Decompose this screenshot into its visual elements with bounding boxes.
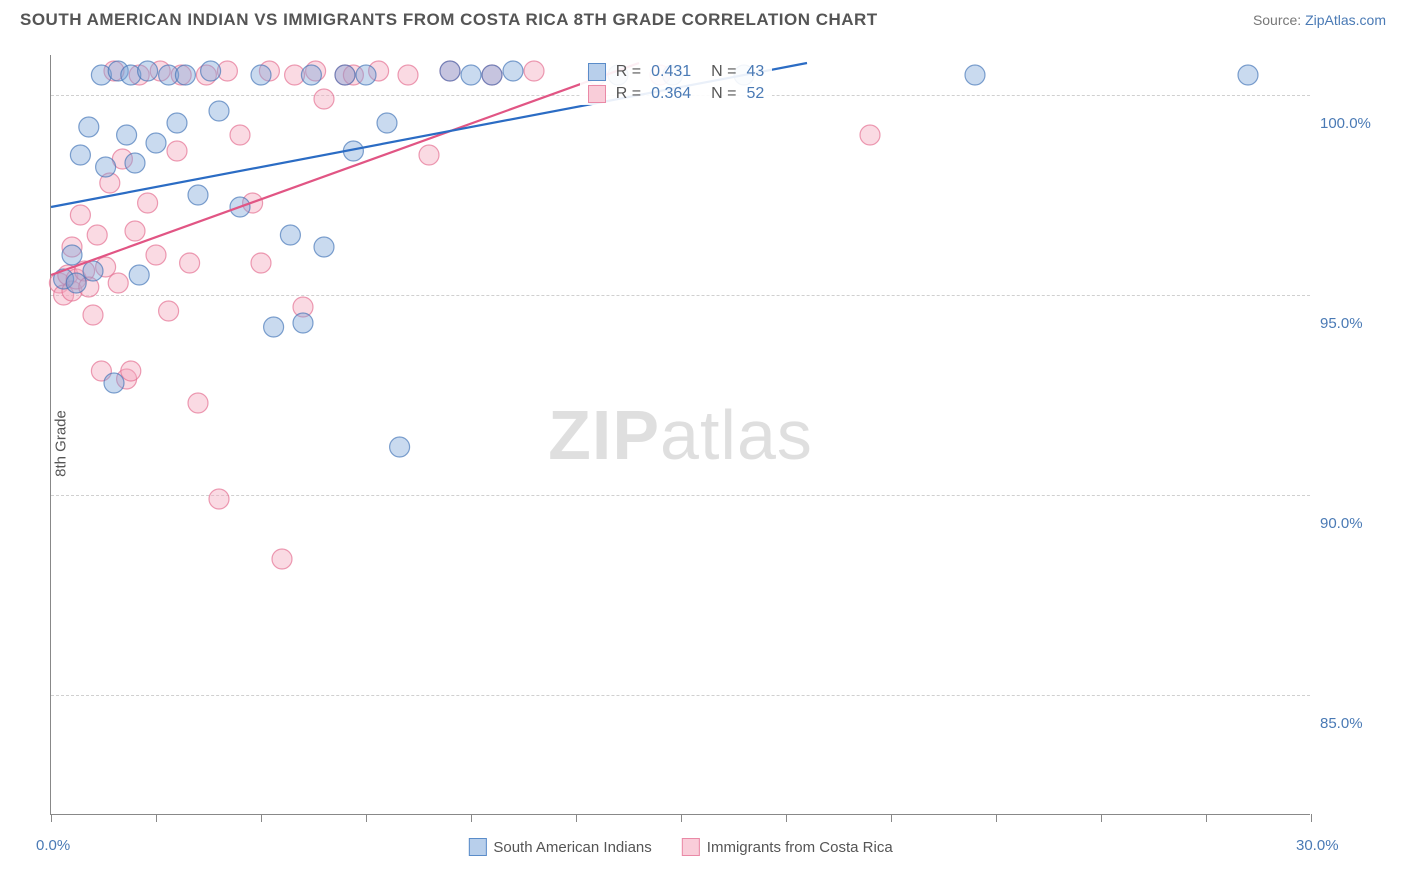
- xtick: [1101, 814, 1102, 822]
- stats-swatch: [588, 85, 606, 103]
- stats-r-value: 0.364: [651, 85, 691, 103]
- legend-label: South American Indians: [493, 839, 651, 856]
- scatter-point: [159, 301, 179, 321]
- scatter-point: [138, 61, 158, 81]
- xtick: [786, 814, 787, 822]
- legend-label: Immigrants from Costa Rica: [707, 839, 893, 856]
- scatter-point: [251, 253, 271, 273]
- scatter-point: [398, 65, 418, 85]
- scatter-point: [83, 305, 103, 325]
- source-attribution: Source: ZipAtlas.com: [1253, 12, 1386, 28]
- xtick: [996, 814, 997, 822]
- scatter-point: [251, 65, 271, 85]
- xtick: [681, 814, 682, 822]
- legend-swatch: [682, 838, 700, 856]
- scatter-point: [524, 61, 544, 81]
- scatter-point: [419, 145, 439, 165]
- scatter-point: [230, 125, 250, 145]
- scatter-point: [87, 225, 107, 245]
- scatter-point: [146, 245, 166, 265]
- scatter-point: [175, 65, 195, 85]
- scatter-point: [272, 549, 292, 569]
- xtick: [51, 814, 52, 822]
- stats-r-value: 0.431: [651, 63, 691, 81]
- xtick: [156, 814, 157, 822]
- scatter-point: [264, 317, 284, 337]
- scatter-point: [66, 273, 86, 293]
- scatter-point: [1238, 65, 1258, 85]
- xtick: [576, 814, 577, 822]
- xtick: [1206, 814, 1207, 822]
- source-link[interactable]: ZipAtlas.com: [1305, 12, 1386, 28]
- scatter-point: [188, 393, 208, 413]
- scatter-point: [167, 141, 187, 161]
- scatter-point: [377, 113, 397, 133]
- scatter-point: [117, 125, 137, 145]
- scatter-point: [390, 437, 410, 457]
- scatter-point: [201, 61, 221, 81]
- scatter-point: [129, 265, 149, 285]
- scatter-point: [860, 125, 880, 145]
- stats-n-value: 52: [747, 85, 765, 103]
- xtick: [471, 814, 472, 822]
- stats-n-label: N =: [711, 63, 736, 81]
- stats-r-label: R =: [616, 63, 641, 81]
- legend-item: South American Indians: [468, 838, 651, 856]
- legend-bottom: South American Indians Immigrants from Co…: [468, 838, 892, 856]
- scatter-point: [314, 89, 334, 109]
- scatter-point: [96, 157, 116, 177]
- stats-row: R = 0.364 N = 52: [580, 83, 773, 105]
- chart-plot-area: 8th Grade 85.0%90.0%95.0%100.0% 0.0%30.0…: [50, 55, 1310, 815]
- scatter-point: [293, 313, 313, 333]
- xtick-label: 0.0%: [36, 837, 70, 854]
- legend-item: Immigrants from Costa Rica: [682, 838, 893, 856]
- ytick-label: 90.0%: [1320, 515, 1390, 532]
- scatter-point: [314, 237, 334, 257]
- scatter-point: [62, 245, 82, 265]
- scatter-point: [440, 61, 460, 81]
- scatter-point: [180, 253, 200, 273]
- scatter-point: [482, 65, 502, 85]
- scatter-point: [138, 193, 158, 213]
- scatter-point: [108, 273, 128, 293]
- scatter-point: [125, 153, 145, 173]
- xtick: [366, 814, 367, 822]
- xtick: [1311, 814, 1312, 822]
- scatter-point: [335, 65, 355, 85]
- scatter-point: [280, 225, 300, 245]
- scatter-point: [965, 65, 985, 85]
- scatter-svg: [51, 55, 1310, 814]
- ytick-label: 95.0%: [1320, 315, 1390, 332]
- scatter-point: [167, 113, 187, 133]
- scatter-point: [356, 65, 376, 85]
- stats-row: R = 0.431 N = 43: [580, 61, 773, 83]
- ytick-label: 100.0%: [1320, 115, 1390, 132]
- scatter-point: [146, 133, 166, 153]
- stats-n-label: N =: [711, 85, 736, 103]
- scatter-point: [79, 117, 99, 137]
- scatter-point: [188, 185, 208, 205]
- xtick: [891, 814, 892, 822]
- scatter-point: [83, 261, 103, 281]
- scatter-point: [125, 221, 145, 241]
- stats-n-value: 43: [747, 63, 765, 81]
- scatter-point: [209, 101, 229, 121]
- scatter-point: [461, 65, 481, 85]
- scatter-point: [209, 489, 229, 509]
- ytick-label: 85.0%: [1320, 715, 1390, 732]
- source-prefix: Source:: [1253, 12, 1305, 28]
- stats-r-label: R =: [616, 85, 641, 103]
- xtick: [261, 814, 262, 822]
- scatter-point: [301, 65, 321, 85]
- legend-swatch: [468, 838, 486, 856]
- correlation-stats-box: R = 0.431 N = 43 R = 0.364 N = 52: [580, 61, 773, 105]
- scatter-point: [121, 361, 141, 381]
- scatter-point: [104, 373, 124, 393]
- scatter-point: [503, 61, 523, 81]
- scatter-point: [70, 205, 90, 225]
- scatter-point: [70, 145, 90, 165]
- stats-swatch: [588, 63, 606, 81]
- chart-title: SOUTH AMERICAN INDIAN VS IMMIGRANTS FROM…: [20, 10, 878, 30]
- xtick-label: 30.0%: [1296, 837, 1339, 854]
